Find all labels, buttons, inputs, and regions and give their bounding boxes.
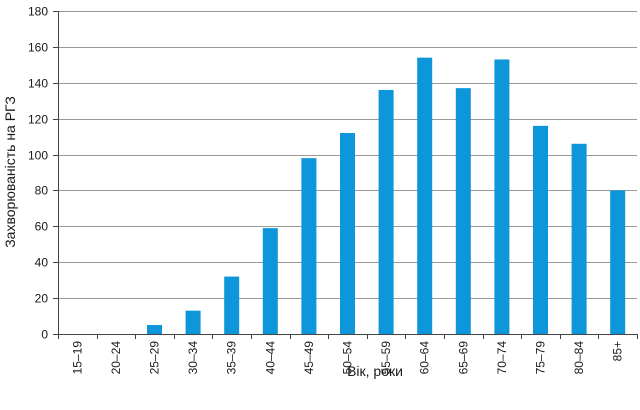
y-axis-label: Захворюваність на РГЗ [2,96,18,248]
x-tick-label: 15–19 [70,341,84,375]
bar [571,143,587,334]
bar [610,190,626,334]
y-tick-label: 180 [28,5,48,19]
y-tick-labels: 0 20 40 60 80 100 120 140 160 180 [28,5,58,342]
x-tick-label: 30–34 [186,341,200,375]
y-tick-label: 40 [35,256,49,270]
bar [417,57,433,335]
bar [185,310,201,334]
y-tick-label: 80 [35,184,49,198]
x-tick-label: 60–64 [418,341,432,375]
x-tick-label: 85+ [611,341,625,361]
x-tick-label: 25–29 [148,341,162,375]
bar [494,59,510,334]
x-axis-label: Вік, роки [347,363,403,379]
y-tick-label: 0 [41,328,48,342]
x-tick-label: 55–59 [379,341,393,375]
bar [262,228,278,334]
y-tick-label: 120 [28,113,48,127]
x-tick-label: 45–49 [302,341,316,375]
x-tick-label: 40–44 [263,341,277,375]
bar [455,88,471,335]
x-tick-label: 20–24 [109,341,123,375]
bar [378,89,394,334]
bar [147,325,162,334]
x-tick-label: 35–39 [225,341,239,375]
bars [147,57,626,335]
y-tick-label: 100 [28,149,48,163]
x-tick-labels: 15–19 20–24 25–29 30–34 35–39 40–44 45–49 50–54… [58,334,638,375]
y-tick-label: 60 [35,220,49,234]
x-tick-label: 70–74 [495,341,509,375]
bar [340,133,355,334]
bar [533,125,548,334]
x-tick-label: 50–54 [341,341,355,375]
y-tick-label: 140 [28,77,48,91]
bar [301,158,317,334]
bar [224,276,240,334]
y-tick-label: 160 [28,41,48,55]
x-tick-label: 75–79 [534,341,548,375]
axes [58,11,637,335]
x-tick-label: 65–69 [456,341,470,375]
x-tick-label: 80–84 [572,341,586,375]
y-tick-label: 20 [35,292,49,306]
